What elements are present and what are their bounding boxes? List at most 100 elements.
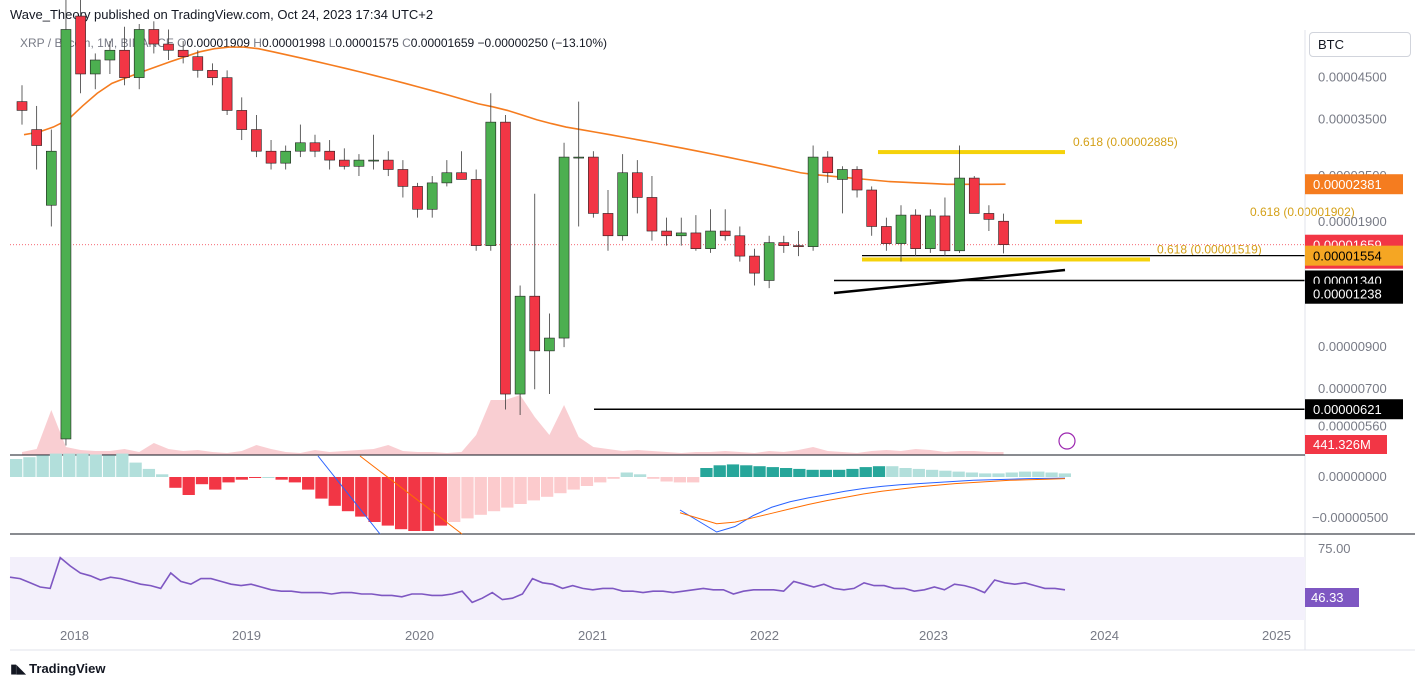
candle-body xyxy=(207,70,218,78)
price-tick-label: 0.00000560 xyxy=(1318,419,1387,434)
candle-body xyxy=(75,15,86,75)
candle-body xyxy=(236,110,248,130)
candle xyxy=(998,213,1009,254)
macd-bar xyxy=(633,474,647,477)
candle-body xyxy=(998,220,1009,246)
macd-bar xyxy=(129,462,142,477)
macd-bar xyxy=(527,477,540,501)
candle-body xyxy=(16,101,28,111)
macd-bar xyxy=(1032,471,1045,477)
candle-body xyxy=(573,156,585,159)
macd-bar xyxy=(660,477,673,482)
candle-body xyxy=(295,142,306,152)
year-tick-label: 2025 xyxy=(1262,628,1291,643)
lightning-icon[interactable] xyxy=(1058,432,1076,450)
candle-body xyxy=(133,29,145,78)
macd-bar xyxy=(753,466,766,477)
candle-body xyxy=(763,242,775,281)
candle xyxy=(382,151,394,177)
candle-body xyxy=(368,159,379,162)
candle xyxy=(690,215,702,251)
candle-body xyxy=(514,295,526,395)
candle xyxy=(75,0,86,94)
price-tick-label: 0.00004500 xyxy=(1318,70,1387,85)
macd-bar xyxy=(687,477,700,483)
macd-bar xyxy=(328,477,341,506)
macd-bar xyxy=(740,465,753,477)
macd-bar xyxy=(368,477,381,522)
rsi-tag: 46.33 xyxy=(1305,588,1359,607)
candle xyxy=(207,63,218,86)
candle-body xyxy=(617,172,628,237)
candle-body xyxy=(837,169,848,180)
price-axis[interactable]: 0.000045000.000035000.000025000.00001900… xyxy=(1304,30,1387,650)
macd-bar xyxy=(209,477,222,490)
candle xyxy=(954,145,965,253)
candle-body xyxy=(119,49,130,78)
macd-pane: 0.00000000 −0.00000500 xyxy=(10,453,1415,535)
fib-band xyxy=(1055,219,1082,224)
candle-body xyxy=(397,169,409,187)
time-axis[interactable]: 2018 2019 2020 2021 2022 2023 2024 2025 xyxy=(10,628,1415,651)
price-tag: 0.00001554 xyxy=(1305,245,1403,266)
candle xyxy=(646,176,658,241)
high-label: H xyxy=(253,36,262,50)
candle-body xyxy=(866,189,878,227)
macd-bar xyxy=(182,477,195,495)
macd-bar xyxy=(541,477,554,497)
candle-body xyxy=(309,142,321,152)
candle-body xyxy=(456,172,467,180)
year-tick-label: 2023 xyxy=(919,628,948,643)
candle-body xyxy=(558,156,570,339)
candle xyxy=(338,148,350,170)
candle-body xyxy=(163,43,174,51)
macd-bar xyxy=(408,477,421,531)
candle-body xyxy=(251,129,262,152)
macd-bar xyxy=(1018,471,1032,477)
candle xyxy=(924,209,936,253)
price-tick-label: 0.00003500 xyxy=(1318,112,1387,127)
macd-bar xyxy=(992,473,1005,477)
candle-body xyxy=(544,337,555,352)
candle xyxy=(104,41,116,74)
year-tick-label: 2019 xyxy=(232,628,261,643)
candle-body xyxy=(822,156,834,174)
candle xyxy=(251,115,262,158)
candle-body xyxy=(485,121,497,246)
macd-bar xyxy=(381,477,394,526)
candle-body xyxy=(661,230,672,237)
macd-tick-label: 0.00000000 xyxy=(1318,469,1387,484)
candle xyxy=(192,50,204,78)
candle xyxy=(485,93,497,251)
candle-body xyxy=(529,295,541,352)
macd-bar xyxy=(222,477,235,483)
trend-lines xyxy=(10,244,1305,410)
candle-body xyxy=(353,159,365,167)
candle xyxy=(807,145,819,251)
currency-button[interactable]: BTC xyxy=(1309,32,1411,57)
fib-band xyxy=(862,257,1150,262)
candle-body xyxy=(851,169,863,191)
candle-body xyxy=(265,150,277,164)
candle xyxy=(675,217,687,246)
candle-body xyxy=(382,159,394,170)
candle xyxy=(705,209,716,253)
high-value: 0.00001998 xyxy=(261,36,326,50)
macd-bar xyxy=(1058,473,1071,477)
price-tag-label: 0.00002381 xyxy=(1313,177,1382,192)
fib-label: 0.618 (0.00001519) xyxy=(1157,242,1262,256)
price-tag: 0.00001238 xyxy=(1305,283,1403,304)
macd-bar xyxy=(302,477,315,490)
macd-bar xyxy=(1005,472,1018,477)
candle xyxy=(177,41,189,64)
macd-bar xyxy=(63,453,76,477)
candle-body xyxy=(675,232,687,237)
candle xyxy=(983,205,995,232)
brand-name: TradingView xyxy=(29,661,106,676)
macd-bar xyxy=(726,464,740,477)
macd-signal-line xyxy=(359,455,463,535)
candle xyxy=(470,169,482,251)
candle xyxy=(133,23,145,90)
price-tag-label: 0.00001554 xyxy=(1313,249,1382,264)
